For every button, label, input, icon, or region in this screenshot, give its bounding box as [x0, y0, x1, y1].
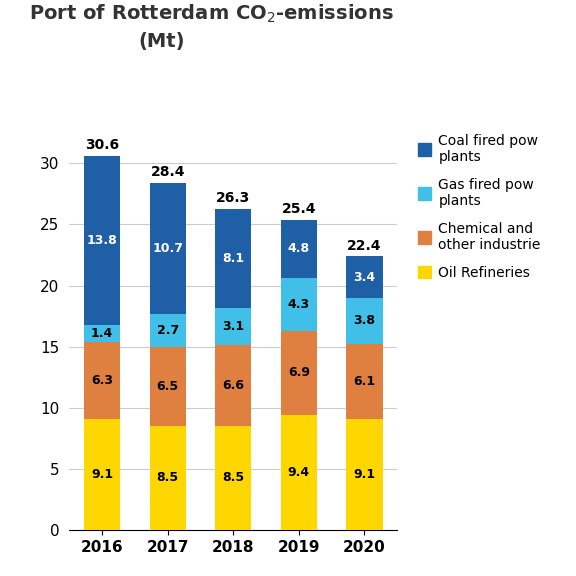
Text: 22.4: 22.4 — [347, 238, 382, 252]
Text: 9.1: 9.1 — [354, 468, 376, 481]
Bar — [215, 308, 251, 346]
Legend: Coal fired pow
plants, Gas fired pow
plants, Chemical and
other industrie, Oil R: Coal fired pow plants, Gas fired pow pla… — [418, 134, 541, 280]
Bar — [281, 331, 317, 415]
Bar — [346, 344, 382, 419]
Text: (Mt): (Mt) — [138, 32, 184, 51]
Text: 26.3: 26.3 — [216, 191, 251, 205]
Bar — [346, 419, 382, 530]
Bar — [150, 347, 185, 426]
Bar — [346, 256, 382, 298]
Text: 6.3: 6.3 — [91, 374, 113, 386]
Bar — [281, 219, 317, 278]
Text: 6.5: 6.5 — [157, 380, 179, 393]
Bar — [281, 415, 317, 530]
Text: 28.4: 28.4 — [150, 165, 185, 179]
Bar — [281, 278, 317, 331]
Text: 6.1: 6.1 — [354, 375, 376, 388]
Bar — [215, 209, 251, 308]
Bar — [150, 426, 185, 530]
Text: 3.8: 3.8 — [354, 314, 376, 328]
Text: 8.5: 8.5 — [222, 472, 244, 484]
Text: 6.6: 6.6 — [222, 379, 244, 392]
Text: 30.6: 30.6 — [85, 138, 119, 153]
Bar — [215, 426, 251, 530]
Bar — [150, 314, 185, 347]
Bar — [84, 419, 120, 530]
Text: Port of Rotterdam CO$_2$-emissions: Port of Rotterdam CO$_2$-emissions — [29, 3, 393, 25]
Bar — [84, 156, 120, 325]
Text: 10.7: 10.7 — [152, 242, 183, 255]
Text: 3.4: 3.4 — [354, 271, 376, 283]
Bar — [84, 342, 120, 419]
Bar — [84, 325, 120, 342]
Text: 9.4: 9.4 — [288, 466, 310, 479]
Text: 6.9: 6.9 — [288, 366, 310, 380]
Text: 2.7: 2.7 — [157, 324, 179, 336]
Text: 4.8: 4.8 — [288, 242, 310, 255]
Text: 1.4: 1.4 — [91, 327, 113, 340]
Text: 8.5: 8.5 — [157, 472, 179, 484]
Bar — [346, 298, 382, 344]
Text: 4.3: 4.3 — [288, 298, 310, 311]
Text: 9.1: 9.1 — [91, 468, 113, 481]
Bar — [215, 346, 251, 426]
Text: 13.8: 13.8 — [87, 234, 118, 247]
Text: 8.1: 8.1 — [222, 252, 244, 264]
Bar — [150, 183, 185, 314]
Text: 25.4: 25.4 — [282, 202, 316, 216]
Text: 3.1: 3.1 — [222, 320, 244, 333]
